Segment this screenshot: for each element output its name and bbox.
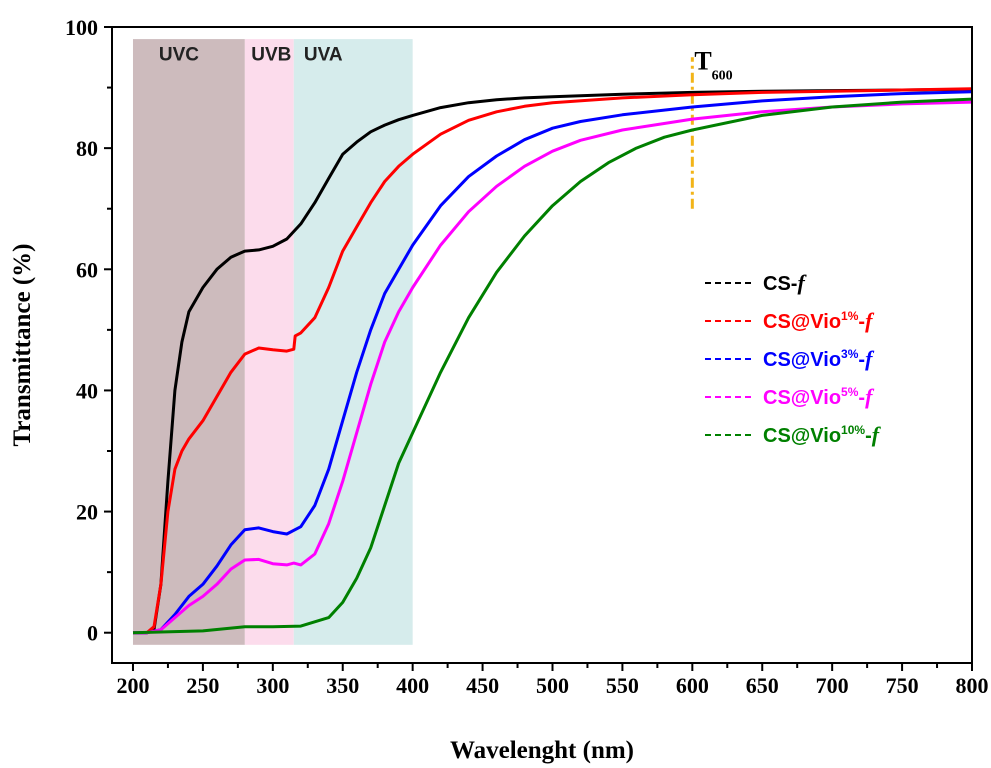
legend-label: CS@Vio1%-f	[763, 308, 875, 333]
band-uvb	[244, 39, 294, 645]
x-tick-label: 800	[956, 673, 989, 698]
band-uva	[293, 39, 413, 645]
y-tick-label: 60	[76, 257, 98, 282]
x-tick-label: 400	[396, 673, 429, 698]
series-line-1	[133, 87, 972, 635]
legend-f: f	[865, 384, 875, 409]
y-tick-label: 20	[76, 500, 98, 525]
series-line-2	[133, 87, 972, 635]
uv-bands: UVC UVB UVA	[132, 39, 413, 645]
legend-name: CS@Vio	[763, 311, 841, 333]
legend-label: CS@Vio10%-f	[763, 422, 882, 447]
marker-subscript: 600	[712, 68, 733, 83]
series-lines	[132, 87, 972, 635]
legend-name: CS-	[763, 273, 797, 295]
x-tick-label: 250	[186, 673, 219, 698]
legend-dash: -	[858, 387, 865, 409]
legend: CS-fCS@Vio1%-fCS@Vio3%-fCS@Vio5%-fCS@Vio…	[705, 270, 882, 447]
series-line-5	[132, 97, 972, 635]
x-tick-label: 600	[676, 673, 709, 698]
legend-sup: 10%	[841, 423, 865, 437]
legend-label: CS@Vio5%-f	[763, 384, 875, 409]
x-tick-label: 300	[256, 673, 289, 698]
y-axis: 0 20 40 60 80 100	[65, 15, 112, 646]
y-tick-label: 80	[76, 136, 98, 161]
plot-frame	[111, 26, 973, 664]
band-label-uva: UVA	[304, 44, 343, 65]
x-tick-label: 750	[886, 673, 919, 698]
legend-sup: 1%	[841, 309, 859, 323]
series-line-3	[133, 90, 972, 635]
marker-label: T600	[694, 46, 732, 83]
x-tick-label: 450	[466, 673, 499, 698]
legend-name: CS@Vio	[763, 387, 841, 409]
y-tick-label: 100	[65, 15, 98, 40]
legend-name: CS@Vio	[763, 425, 841, 447]
legend-label: CS-f	[763, 270, 807, 295]
x-tick-label: 550	[606, 673, 639, 698]
x-axis-title: Wavelenght (nm)	[450, 737, 634, 764]
legend-sup: 5%	[841, 385, 859, 399]
series-line-4	[133, 100, 972, 635]
y-tick-label: 0	[87, 621, 98, 646]
x-tick-label: 500	[536, 673, 569, 698]
band-uvc	[132, 39, 245, 645]
x-tick-label: 650	[746, 673, 779, 698]
y-axis-title: Transmittance (%)	[9, 244, 36, 447]
y-tick-label: 40	[76, 378, 98, 403]
x-tick-label: 700	[816, 673, 849, 698]
legend-dash: -	[858, 349, 865, 371]
x-axis: 200 250 300 350 400 450 500 550 600 650 700 750 800	[116, 663, 989, 698]
band-label-uvb: UVB	[251, 44, 291, 65]
x-tick-label: 200	[116, 673, 149, 698]
legend-dash: -	[858, 311, 865, 333]
band-label-uvc: UVC	[159, 44, 199, 65]
legend-f: f	[865, 308, 875, 333]
legend-label: CS@Vio3%-f	[763, 346, 875, 371]
x-tick-label: 350	[326, 673, 359, 698]
legend-sup: 3%	[841, 347, 859, 361]
legend-name: CS@Vio	[763, 349, 841, 371]
legend-f: f	[865, 346, 875, 371]
legend-dash: -	[865, 425, 872, 447]
legend-f: f	[797, 270, 807, 295]
legend-f: f	[872, 422, 882, 447]
